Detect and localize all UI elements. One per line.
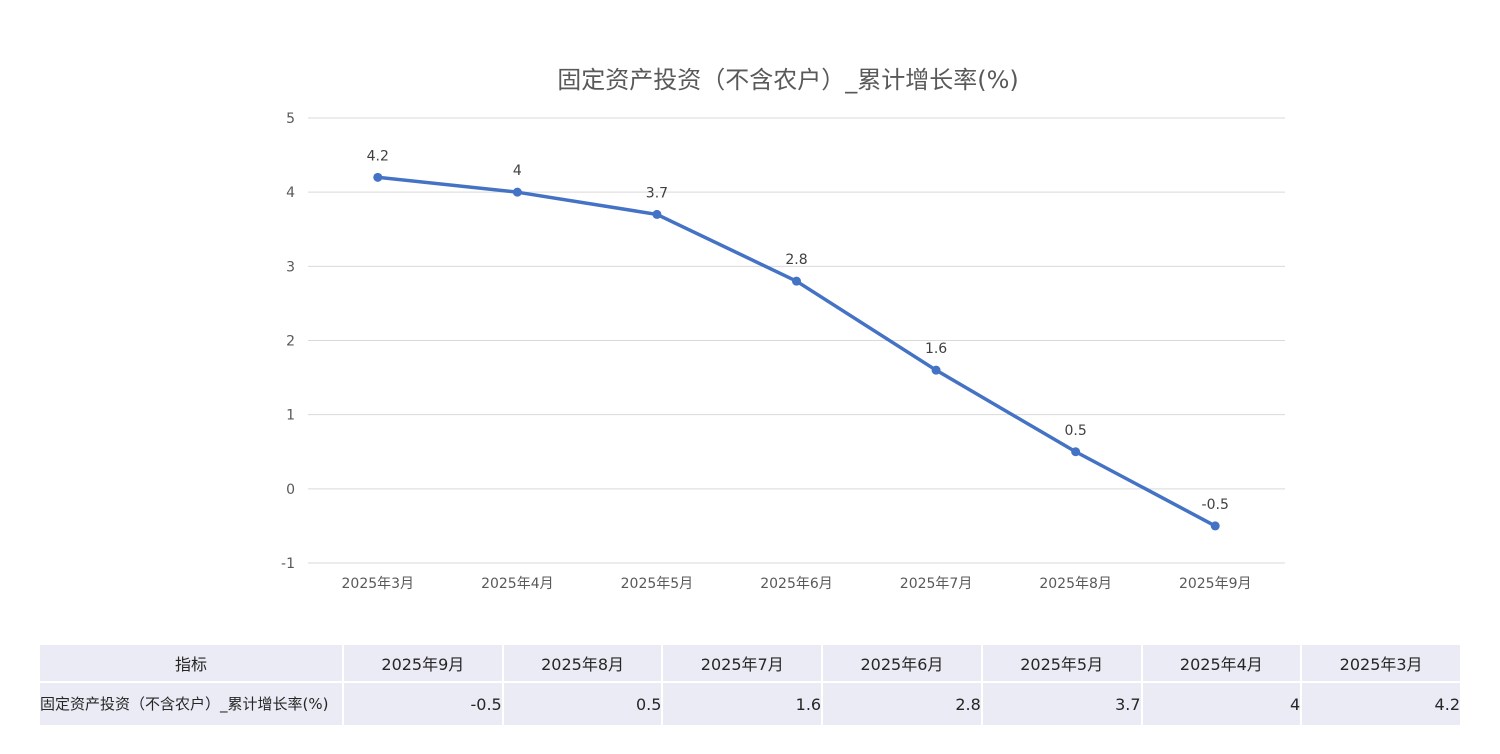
data-label: 4 — [513, 163, 522, 179]
x-tick-label: 2025年6月 — [760, 576, 833, 592]
x-tick-label: 2025年8月 — [1039, 576, 1112, 592]
data-point — [931, 365, 941, 375]
y-tick-label: 0 — [286, 482, 295, 498]
data-point — [1210, 521, 1220, 531]
data-label: 2.8 — [785, 252, 807, 268]
table-cell-value: 3.7 — [982, 681, 1141, 725]
y-tick-label: 4 — [286, 185, 295, 201]
y-tick-label: 5 — [286, 111, 295, 127]
data-point — [792, 276, 801, 286]
x-tick-label: 2025年7月 — [900, 576, 973, 592]
data-label: 0.5 — [1065, 423, 1087, 439]
x-tick-label: 2025年9月 — [1179, 576, 1252, 592]
gridlines — [308, 117, 1285, 564]
table-header-period: 2025年4月 — [1142, 645, 1301, 681]
table-header-period: 2025年5月 — [982, 645, 1141, 681]
y-tick-label: 3 — [286, 259, 295, 275]
x-tick-label: 2025年4月 — [481, 576, 554, 592]
table-row: 固定资产投资（不含农户）_累计增长率(%) -0.5 0.5 1.6 2.8 3.7 4 4.… — [40, 681, 1460, 725]
table-header-indicator: 指标 — [40, 645, 342, 681]
y-tick-label: -1 — [281, 556, 295, 572]
table-header-period: 2025年7月 — [663, 645, 822, 681]
y-tick-label: 1 — [286, 408, 295, 424]
series — [373, 172, 1220, 531]
table-cell-value: 4.2 — [1302, 681, 1460, 725]
data-point — [512, 187, 522, 197]
data-point — [652, 209, 662, 219]
table-header-period: 2025年6月 — [823, 645, 981, 681]
table-cell-value: -0.5 — [344, 681, 502, 725]
x-tick-label: 2025年5月 — [621, 576, 694, 592]
data-point — [1071, 447, 1081, 457]
table-header-period: 2025年8月 — [503, 645, 662, 681]
table-header-period: 2025年9月 — [344, 645, 502, 681]
x-tick-label: 2025年3月 — [342, 576, 415, 592]
table-cell-value: 2.8 — [823, 681, 981, 725]
data-label: -0.5 — [1202, 497, 1229, 513]
table-header-period: 2025年3月 — [1302, 645, 1460, 681]
data-label: 4.2 — [367, 148, 389, 164]
x-axis-ticks: 2025年3月 2025年4月 2025年5月 2025年6月 2025年7月 2025年… — [342, 576, 1252, 592]
data-label: 3.7 — [646, 185, 668, 201]
data-point — [373, 172, 383, 182]
data-label: 1.6 — [925, 341, 947, 357]
y-axis-ticks: 5 4 3 2 1 0 -1 — [281, 111, 295, 572]
table-cell-value: 0.5 — [503, 681, 662, 725]
data-table: 指标 2025年9月 2025年8月 2025年7月 2025年6月 2025年5月 20… — [38, 645, 1462, 725]
table-cell-value: 4 — [1142, 681, 1301, 725]
data-labels: 4.2 4 3.7 2.8 1.6 0.5 -0.5 — [367, 148, 1229, 513]
series-line — [376, 175, 1217, 528]
table-row-label: 固定资产投资（不含农户）_累计增长率(%) — [40, 681, 342, 725]
table-header-row: 指标 2025年9月 2025年8月 2025年7月 2025年6月 2025年5月 20… — [40, 645, 1460, 681]
chart-title: 固定资产投资（不含农户）_累计增长率(%) — [557, 66, 1019, 94]
table-cell-value: 1.6 — [663, 681, 822, 725]
table-body: 固定资产投资（不含农户）_累计增长率(%) -0.5 0.5 1.6 2.8 3.7 4 4.… — [40, 681, 1460, 725]
y-tick-label: 2 — [286, 334, 295, 350]
